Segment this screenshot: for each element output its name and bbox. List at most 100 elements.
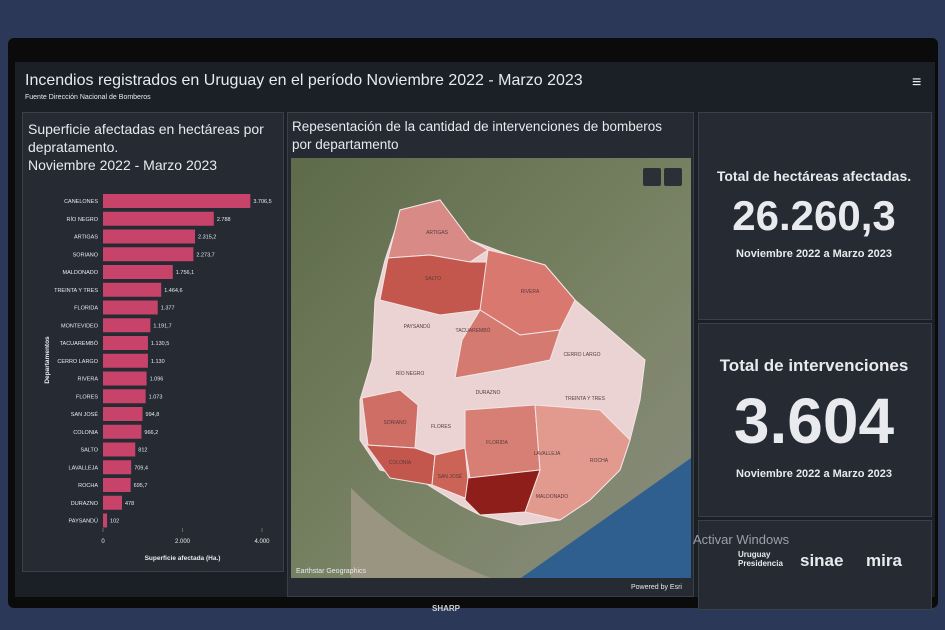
value-label: 1.191,7 [153, 323, 171, 329]
value-label: 709,4 [134, 465, 148, 471]
value-label: 1.096 [150, 377, 164, 383]
bar [103, 442, 136, 457]
category-label: DURAZNO [71, 501, 99, 507]
category-label: ROCHA [78, 483, 98, 489]
value-label: 1.377 [161, 306, 175, 312]
bar [103, 247, 194, 262]
tacuarembo [454, 309, 561, 379]
category-label: SORIANO [73, 252, 99, 258]
logo-mira: mira [866, 551, 902, 570]
map-powered: Powered by Esri [631, 584, 682, 591]
kpi-title: Total de intervenciones [719, 356, 909, 375]
kpi-title: Total de hectáreas afectadas. [716, 168, 912, 184]
bar [103, 211, 214, 226]
department-label: SORIANO [383, 420, 406, 426]
x-tick-label: 2.000 [175, 539, 191, 545]
bar-chart: CANELONES 3.706,5 RÍO NEGRO 2.788 ARTIGAS 2.3… [44, 194, 272, 562]
chart-panel [22, 112, 284, 572]
department-label: DURAZNO [476, 390, 501, 396]
category-label: FLORES [76, 394, 98, 400]
category-label: TACUAREMBÓ [60, 340, 99, 347]
soriano [361, 389, 419, 449]
ocean [521, 458, 691, 578]
category-label: RIVERA [78, 377, 99, 383]
bar [103, 282, 162, 297]
category-label: ARTIGAS [74, 235, 98, 241]
bar [103, 424, 142, 439]
bar [103, 495, 123, 510]
category-label: RÍO NEGRO [67, 216, 99, 223]
department-label: MALDONADO [536, 494, 568, 500]
department-label: SAN JOSÉ [438, 473, 463, 480]
value-label: 695,7 [134, 483, 148, 489]
bar [103, 513, 108, 528]
category-label: SALTO [80, 448, 98, 454]
category-label: SAN JOSÉ [71, 411, 99, 418]
category-label: TREINTA Y TRES [54, 288, 98, 294]
value-label: 478 [125, 501, 134, 507]
bar [103, 194, 251, 208]
watermark: Activar Windows [693, 532, 790, 547]
kpi-value: 26.260,3 [732, 192, 896, 239]
logo-panel [698, 520, 932, 610]
value-label: 1.756,1 [176, 270, 194, 276]
layers-button[interactable] [664, 168, 682, 186]
value-label: 2.273,7 [196, 252, 214, 258]
river [351, 488, 491, 578]
value-label: 812 [138, 448, 147, 454]
bar [103, 407, 143, 421]
kpi-panel-1 [698, 112, 932, 320]
category-label: PAYSANDÚ [69, 518, 98, 525]
menu-icon[interactable]: ≡ [912, 74, 922, 91]
department-label: TACUAREMBÓ [456, 327, 491, 334]
x-tick-label: 0 [101, 539, 105, 545]
value-label: 1.130 [151, 359, 165, 365]
department-label: ARTIGAS [426, 230, 449, 236]
value-label: 994,8 [146, 412, 160, 418]
value-label: 1.464,6 [164, 288, 182, 294]
brand: SHARP [432, 604, 461, 613]
department-label: CERRO LARGO [564, 352, 601, 358]
map: ARTIGAS SALTO RIVERA PAYSANDÚ TACUAREMBÓ CERR… [291, 158, 691, 578]
bar [103, 318, 151, 333]
page-title: Incendios registrados en Uruguay en el p… [25, 72, 583, 89]
category-label: FLORIDA [74, 306, 98, 312]
kpi-period: Noviembre 2022 a Marzo 2023 [736, 468, 892, 480]
kpi-panel-2 [698, 323, 932, 517]
bar [103, 336, 148, 350]
map-labels: ARTIGAS SALTO RIVERA PAYSANDÚ TACUAREMBÓ CERR… [383, 230, 608, 500]
value-label: 1.073 [149, 394, 163, 400]
department-label: LAVALLEJA [534, 451, 561, 457]
map-attribution: Earthstar Geographics [296, 568, 367, 575]
value-label: 3.706,5 [253, 199, 271, 205]
x-axis-label: Superficie afectada (Ha.) [145, 555, 221, 562]
value-label: 2.788 [217, 217, 231, 223]
bar [103, 265, 173, 279]
value-label: 2.315,2 [198, 235, 216, 241]
department-label: FLORES [431, 424, 452, 430]
bar [103, 460, 132, 475]
logo-sinae: sinae [800, 551, 844, 570]
kpi-value: 3.604 [733, 385, 895, 457]
page-subtitle: Fuente Dirección Nacional de Bomberos [25, 94, 151, 101]
department-label: TREINTA Y TRES [565, 396, 606, 402]
value-label: 1.130,5 [151, 341, 169, 347]
category-label: CERRO LARGO [57, 359, 98, 365]
category-label: CANELONES [64, 199, 98, 205]
department-label: RÍO NEGRO [396, 370, 425, 377]
kpi-period: Noviembre 2022 a Marzo 2023 [736, 248, 892, 260]
department-label: FLORIDA [486, 440, 508, 446]
map-title: Repesentación de la cantidad de interven… [292, 119, 662, 152]
department-label: PAYSANDÚ [404, 323, 431, 330]
category-label: COLONIA [73, 430, 98, 436]
bar [103, 353, 148, 368]
bar [103, 371, 147, 386]
bar [103, 389, 146, 404]
bar [103, 229, 196, 244]
bar [103, 300, 158, 315]
department-label: RIVERA [521, 289, 540, 295]
logo-presidencia: Uruguay Presidencia [738, 550, 783, 568]
home-button[interactable] [643, 168, 661, 186]
department-label: SALTO [425, 276, 441, 282]
